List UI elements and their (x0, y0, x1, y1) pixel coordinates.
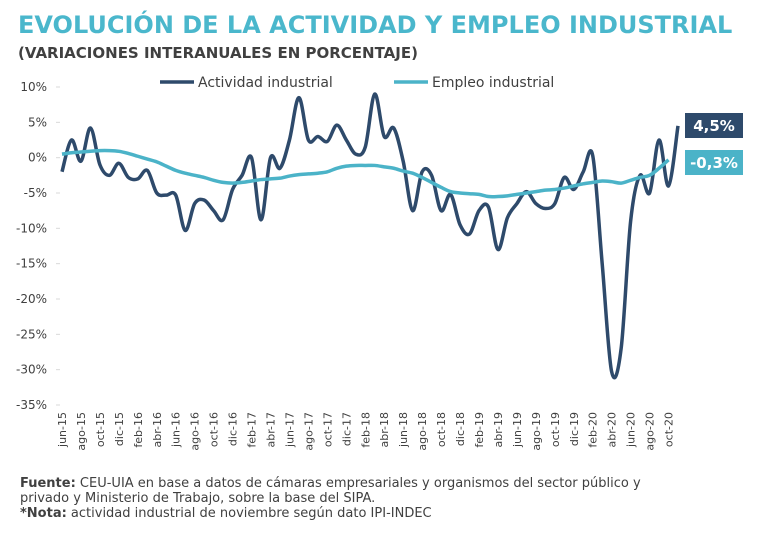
x-tick-label: abr-18 (378, 412, 391, 448)
y-tick-label: 0% (28, 151, 47, 165)
footnote: *Nota: actividad industrial de noviembre… (20, 506, 432, 521)
x-tick-label: feb-16 (132, 412, 145, 448)
footnote-label: *Nota: (20, 506, 67, 521)
x-tick-label: jun-15 (56, 412, 69, 448)
x-tick-label: oct-15 (94, 412, 107, 447)
x-tick-label: jun-16 (170, 412, 183, 448)
x-tick-label: jun-17 (283, 412, 296, 448)
footnote-text: actividad industrial de noviembre según … (67, 506, 432, 521)
x-tick-label: ago-16 (189, 412, 202, 451)
x-tick-label: abr-20 (606, 412, 619, 448)
y-tick-label: -10% (16, 221, 47, 235)
y-tick-label: -20% (16, 292, 47, 306)
x-tick-label: oct-18 (435, 412, 448, 447)
x-tick-label: dic-19 (568, 412, 581, 446)
footnote-text: CEU-UIA en base a datos de cámaras empre… (76, 476, 641, 491)
y-tick-label: -15% (16, 257, 47, 271)
chart-title: EVOLUCIÓN DE LA ACTIVIDAD Y EMPLEO INDUS… (18, 9, 732, 39)
x-tick-label: ago-17 (302, 412, 315, 451)
end-label: -0,3% (690, 154, 738, 172)
end-label: 4,5% (693, 117, 735, 135)
x-tick-label: abr-16 (151, 412, 164, 448)
x-tick-label: ago-19 (530, 412, 543, 451)
x-tick-label: oct-19 (549, 412, 562, 447)
x-tick-label: oct-17 (321, 412, 334, 447)
end-label-box (685, 150, 743, 175)
x-tick-label: feb-19 (473, 412, 486, 448)
y-tick-label: -30% (16, 363, 47, 377)
y-tick-label: 10% (20, 80, 47, 94)
footnote-label: Fuente: (20, 476, 76, 491)
footnote: privado y Ministerio de Trabajo, sobre l… (20, 491, 375, 506)
footnote-text: privado y Ministerio de Trabajo, sobre l… (20, 491, 375, 506)
x-tick-label: jun-19 (511, 412, 524, 448)
legend-label: Actividad industrial (198, 75, 333, 91)
legend-label: Empleo industrial (432, 75, 554, 91)
x-tick-label: oct-20 (663, 412, 676, 447)
footnote: Fuente: CEU-UIA en base a datos de cámar… (20, 476, 641, 491)
y-tick-label: -25% (16, 327, 47, 341)
series-line (60, 92, 680, 380)
x-tick-label: dic-15 (113, 412, 126, 446)
x-tick-label: dic-16 (227, 412, 240, 446)
y-tick-label: 5% (28, 115, 47, 129)
x-tick-label: ago-18 (416, 412, 429, 451)
x-tick-label: dic-18 (454, 412, 467, 446)
x-tick-label: feb-18 (359, 412, 372, 448)
x-tick-label: feb-20 (587, 412, 600, 448)
series-line (61, 148, 670, 199)
chart-subtitle: (VARIACIONES INTERANUALES EN PORCENTAJE) (18, 44, 418, 62)
end-label-box (685, 113, 743, 138)
x-tick-label: abr-17 (264, 412, 277, 448)
x-tick-label: jun-18 (397, 412, 410, 448)
x-tick-label: feb-17 (246, 412, 259, 448)
x-tick-label: jun-20 (625, 412, 638, 448)
x-tick-label: abr-19 (492, 412, 505, 448)
x-tick-label: dic-17 (340, 412, 353, 446)
x-tick-label: ago-15 (75, 412, 88, 451)
y-tick-label: -35% (16, 398, 47, 412)
x-tick-label: ago-20 (644, 412, 657, 451)
x-tick-label: oct-16 (208, 412, 221, 447)
y-tick-label: -5% (24, 186, 47, 200)
